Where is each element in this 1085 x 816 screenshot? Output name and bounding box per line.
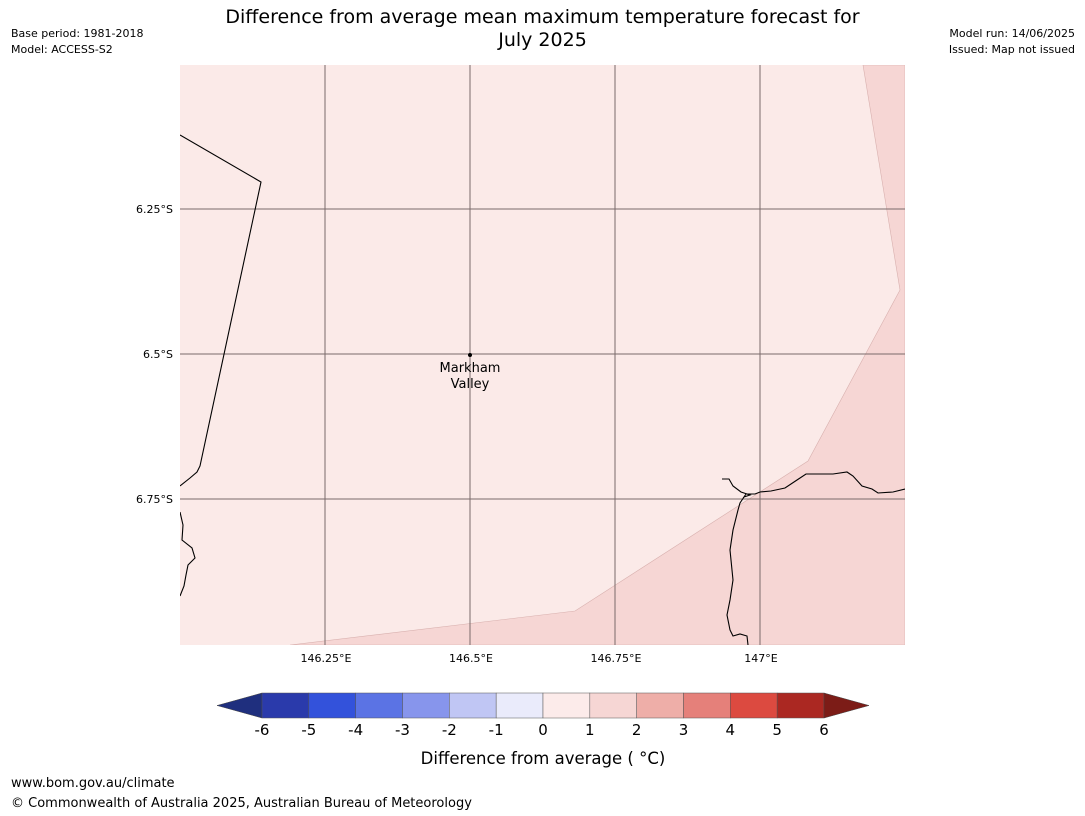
colorbar-tick-label: -1 [489, 721, 504, 739]
region-1-to-2 [289, 65, 905, 645]
lon-label-146-25: 146.25°E [301, 652, 352, 665]
website-link[interactable]: www.bom.gov.au/climate [11, 776, 175, 791]
colorbar: -6 -5 -4 -3 -2 -1 0 1 2 3 4 5 6 Difference from aver… [216, 692, 870, 768]
colorbar-cell [355, 692, 403, 719]
colorbar-tick-label: 4 [726, 721, 736, 739]
colorbar-cell [636, 692, 684, 719]
colorbar-cell [542, 692, 591, 719]
page-title-line2: July 2025 [498, 29, 587, 51]
northern-coastline [722, 471, 905, 499]
lat-label-6-75: 6.75°S [136, 493, 173, 506]
base-period-label: Base period: 1981-2018 [11, 27, 144, 40]
estuary-coastline [726, 496, 749, 645]
colorbar-cell [495, 692, 544, 719]
province-boundary [180, 134, 262, 487]
colorbar-tick-label: 5 [772, 721, 782, 739]
lon-label-147: 147°E [744, 652, 777, 665]
lat-label-6-25: 6.25°S [136, 203, 173, 216]
colorbar-cell [776, 692, 825, 719]
colorbar-tick-label: 6 [819, 721, 829, 739]
colorbar-tick-label: 0 [538, 721, 548, 739]
colorbar-tick-label: -4 [348, 721, 363, 739]
colorbar-cells [261, 692, 825, 719]
colorbar-tick-label: -5 [301, 721, 316, 739]
coastlines [180, 134, 905, 645]
colorbar-cell [683, 692, 731, 719]
colorbar-tick-labels: -6 -5 -4 -3 -2 -1 0 1 2 3 4 5 6 [255, 721, 829, 739]
colorbar-tick-label: -2 [442, 721, 457, 739]
copyright-text: © Commonwealth of Australia 2025, Austra… [11, 796, 472, 811]
colorbar-tick-label: 3 [679, 721, 689, 739]
model-run-label: Model run: 14/06/2025 [949, 27, 1075, 40]
colorbar-title: Difference from average ( °C) [421, 749, 666, 768]
colorbar-cell [449, 692, 497, 719]
colorbar-cell [402, 692, 450, 719]
issued-label: Issued: Map not issued [948, 43, 1075, 56]
page-title-line1: Difference from average mean maximum tem… [225, 6, 860, 28]
lon-label-146-5: 146.5°E [449, 652, 493, 665]
colorbar-low-extend [216, 692, 263, 719]
lat-label-6-5: 6.5°S [143, 348, 173, 361]
colorbar-high-extend [823, 692, 870, 719]
place-label-line2: Valley [451, 377, 490, 392]
colorbar-cell [308, 692, 356, 719]
colorbar-cell [261, 692, 310, 719]
lon-label-146-75: 146.75°E [591, 652, 642, 665]
colorbar-cell [730, 692, 778, 719]
page-title: Difference from average mean maximum tem… [0, 6, 1085, 52]
western-coastline [180, 511, 196, 597]
map-area [180, 65, 905, 645]
colorbar-tick-label: -6 [255, 721, 270, 739]
colorbar-cell [589, 692, 637, 719]
markham-valley-marker-icon [468, 353, 472, 357]
colorbar-tick-label: -3 [395, 721, 410, 739]
colorbar-tick-label: 1 [585, 721, 595, 739]
model-label: Model: ACCESS-S2 [11, 43, 113, 56]
place-label-line1: Markham [440, 361, 501, 376]
colorbar-tick-label: 2 [632, 721, 642, 739]
